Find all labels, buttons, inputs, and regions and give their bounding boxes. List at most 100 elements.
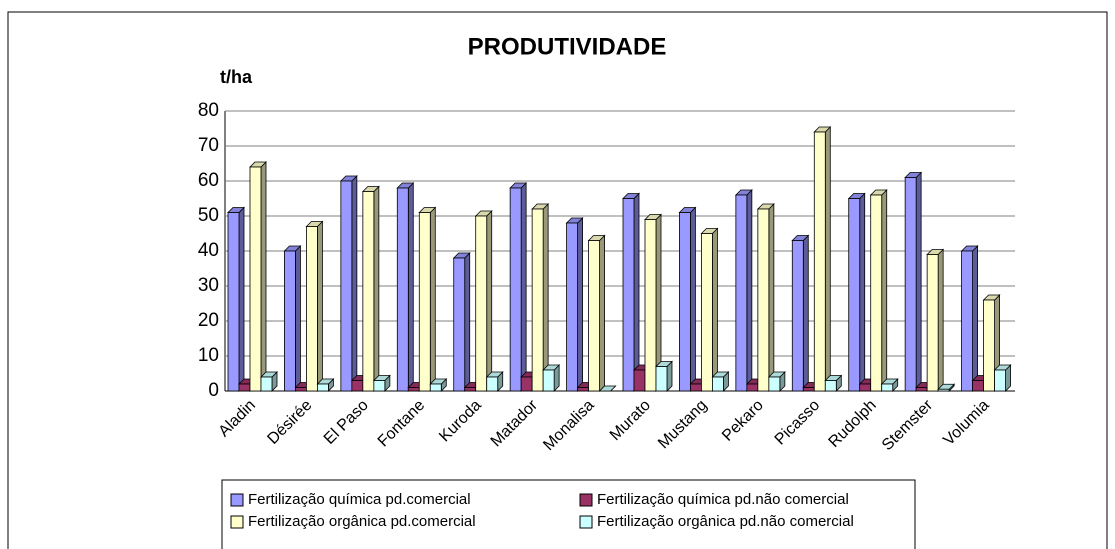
bar-side xyxy=(520,182,527,392)
bar xyxy=(746,383,759,392)
legend-label: Fertilização orgânica pd.comercial xyxy=(248,513,476,530)
legend-label: Fertilização química pd.comercial xyxy=(248,491,471,508)
bar xyxy=(994,369,1006,392)
bar xyxy=(904,177,917,392)
bar-side xyxy=(351,175,358,392)
bar-side xyxy=(486,210,493,392)
y-axis-label: t/ha xyxy=(220,67,253,87)
bar-side xyxy=(768,203,775,392)
bar-side xyxy=(464,252,471,392)
bar xyxy=(531,208,544,392)
bar-side xyxy=(407,182,414,392)
bar xyxy=(644,219,657,392)
legend-swatch xyxy=(230,515,244,529)
bar xyxy=(362,191,375,392)
bar xyxy=(915,387,928,392)
bar xyxy=(633,369,646,392)
bar xyxy=(712,376,724,392)
chart-title: PRODUTIVIDADE xyxy=(468,33,667,60)
y-tick-label: 50 xyxy=(198,205,219,226)
bar-side xyxy=(238,206,245,392)
y-tick-label: 60 xyxy=(198,170,219,191)
y-tick-label: 0 xyxy=(208,380,219,401)
bar-side xyxy=(746,189,753,392)
legend-swatch xyxy=(579,515,593,529)
bar-top xyxy=(598,385,617,392)
bar xyxy=(351,380,364,392)
bar-side xyxy=(542,203,549,392)
bar xyxy=(396,187,409,392)
bar-side xyxy=(859,192,866,392)
legend-label: Fertilização orgânica pd.não comercial xyxy=(597,513,854,530)
bar-side xyxy=(317,220,323,392)
bar xyxy=(859,383,872,392)
legend xyxy=(221,479,916,549)
bar xyxy=(791,240,804,392)
bar xyxy=(453,257,466,392)
y-tick-label: 80 xyxy=(198,100,219,121)
bar xyxy=(520,376,533,392)
legend-swatch xyxy=(579,493,593,507)
bar xyxy=(735,194,748,392)
bar xyxy=(679,212,691,392)
bar xyxy=(295,387,307,392)
bar xyxy=(961,250,973,392)
bar xyxy=(486,376,499,392)
bar xyxy=(848,198,861,392)
bar-side xyxy=(690,206,696,392)
bar-side xyxy=(802,234,809,392)
bar xyxy=(813,131,826,392)
bar xyxy=(284,250,296,392)
bar xyxy=(926,254,939,392)
bar xyxy=(317,383,329,392)
bar xyxy=(260,376,273,392)
y-tick-label: 20 xyxy=(198,310,219,331)
bar xyxy=(407,387,420,392)
bar xyxy=(509,187,522,392)
legend-label: Fertilização química pd.não comercial xyxy=(597,491,849,508)
bar xyxy=(972,380,984,392)
bar xyxy=(824,380,837,392)
y-tick-label: 30 xyxy=(198,275,219,296)
bar xyxy=(768,376,781,392)
bar-side xyxy=(373,185,380,392)
bar-side xyxy=(915,171,922,392)
bar xyxy=(418,212,431,392)
bar xyxy=(937,388,950,392)
bar xyxy=(373,380,386,392)
bar-side xyxy=(260,161,267,392)
bar-side xyxy=(972,245,978,392)
bar-side xyxy=(824,126,831,392)
bar xyxy=(577,387,589,392)
bar xyxy=(464,387,477,392)
bar xyxy=(566,222,578,392)
bar xyxy=(881,383,894,392)
bar xyxy=(870,194,883,392)
bar xyxy=(690,383,702,392)
bar xyxy=(249,166,262,392)
chart-frame xyxy=(7,11,1108,549)
bar-side xyxy=(633,192,640,392)
bar xyxy=(588,240,600,392)
bar-side xyxy=(295,245,301,392)
bar-side xyxy=(599,234,605,392)
bar xyxy=(757,208,770,392)
y-tick-label: 70 xyxy=(198,135,219,156)
legend-swatch xyxy=(230,493,244,507)
bar-side xyxy=(881,189,888,392)
bar xyxy=(802,387,815,392)
bar-side xyxy=(712,227,718,392)
bar xyxy=(475,215,488,392)
bar xyxy=(542,369,555,392)
bar xyxy=(227,212,240,392)
bar xyxy=(340,180,353,392)
bar xyxy=(622,198,635,392)
y-tick-label: 40 xyxy=(198,240,219,261)
bar-side xyxy=(577,217,583,392)
bar xyxy=(701,233,713,392)
bar xyxy=(429,383,442,392)
bar-side xyxy=(937,248,944,392)
y-tick-label: 10 xyxy=(198,345,219,366)
bar xyxy=(655,366,668,392)
